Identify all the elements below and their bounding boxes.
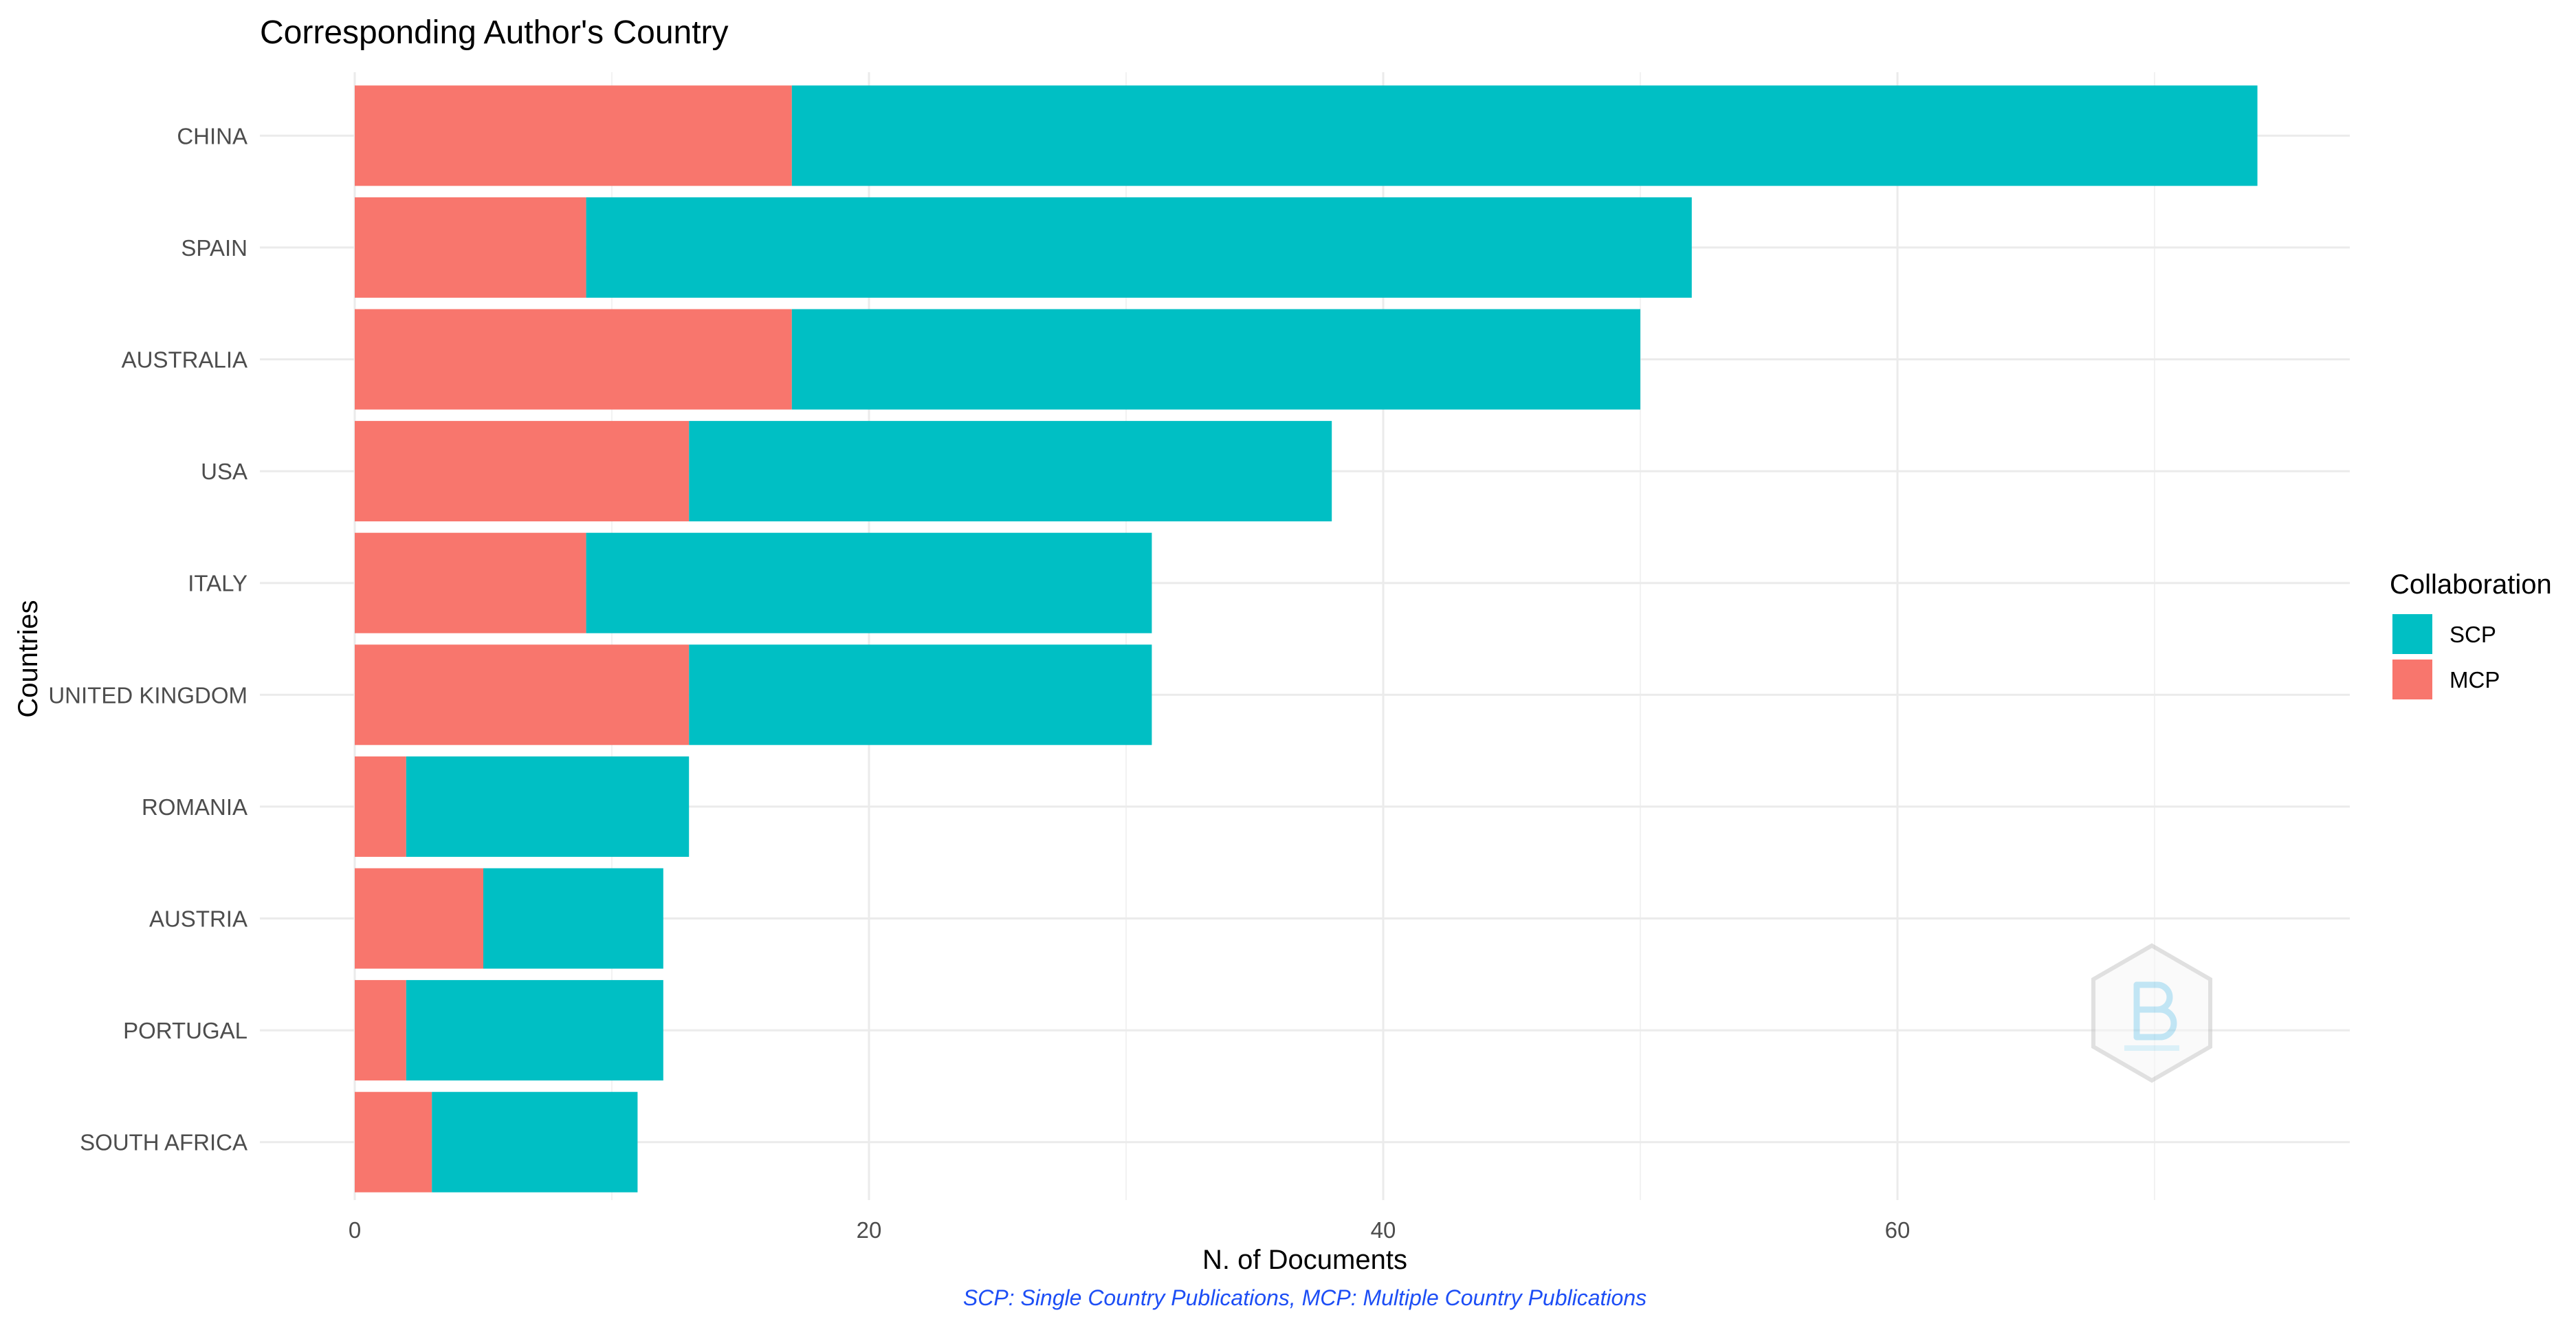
x-axis-title: N. of Documents [1202, 1245, 1407, 1275]
bar-mcp-usa [355, 421, 690, 522]
bar-scp-south-africa [432, 1091, 638, 1193]
y-tick-label: PORTUGAL [123, 1018, 247, 1043]
bar-scp-portugal [406, 980, 663, 1081]
bar-scp-spain [586, 197, 1692, 298]
x-tick-label: 40 [1371, 1217, 1396, 1243]
y-tick-label: CHINA [177, 123, 247, 149]
y-tick-label: SOUTH AFRICA [80, 1130, 247, 1155]
legend-label-scp: SCP [2450, 622, 2496, 647]
bar-scp-italy [586, 532, 1152, 633]
y-tick-label: UNITED KINGDOM [48, 682, 247, 708]
y-tick-label: USA [201, 459, 247, 484]
bar-scp-united-kingdom [689, 644, 1152, 745]
y-tick-label: AUSTRIA [149, 906, 247, 932]
bar-mcp-romania [355, 756, 406, 857]
bar-scp-china [791, 85, 2258, 186]
y-tick-label: SPAIN [181, 235, 247, 261]
x-tick-label: 60 [1885, 1217, 1911, 1243]
chart-caption: SCP: Single Country Publications, MCP: M… [963, 1285, 1647, 1310]
bar-mcp-austria [355, 868, 483, 969]
x-tick-label: 0 [349, 1217, 361, 1243]
y-tick-label: AUSTRALIA [122, 347, 247, 373]
legend-swatch-mcp [2392, 660, 2432, 699]
bar-scp-usa [689, 421, 1332, 522]
legend-label-mcp: MCP [2450, 667, 2500, 693]
bar-mcp-italy [355, 532, 586, 633]
bar-scp-romania [406, 756, 690, 857]
x-tick-label: 20 [857, 1217, 882, 1243]
legend-swatch-scp [2392, 614, 2432, 654]
bar-mcp-united-kingdom [355, 644, 690, 745]
bar-scp-australia [791, 309, 1640, 410]
y-axis-title: Countries [13, 600, 43, 717]
chart-title: Corresponding Author's Country [260, 14, 729, 51]
bar-mcp-china [355, 85, 792, 186]
bar-mcp-portugal [355, 980, 406, 1081]
y-tick-label: ITALY [188, 571, 247, 596]
hexagon-logo-watermark [2091, 943, 2212, 1083]
bars [355, 85, 2258, 1193]
bar-mcp-spain [355, 197, 586, 298]
y-axis-tick-labels: CHINA SPAIN AUSTRALIA USA ITALY UNITED KINGDO… [48, 123, 247, 1155]
legend: Collaboration SCP MCP [2390, 569, 2552, 699]
bar-mcp-south-africa [355, 1091, 432, 1193]
bar-mcp-australia [355, 309, 792, 410]
x-axis-tick-labels: 0 20 40 60 [349, 1217, 1911, 1243]
bar-scp-austria [483, 868, 663, 969]
y-tick-label: ROMANIA [142, 794, 247, 820]
legend-title: Collaboration [2390, 569, 2552, 600]
